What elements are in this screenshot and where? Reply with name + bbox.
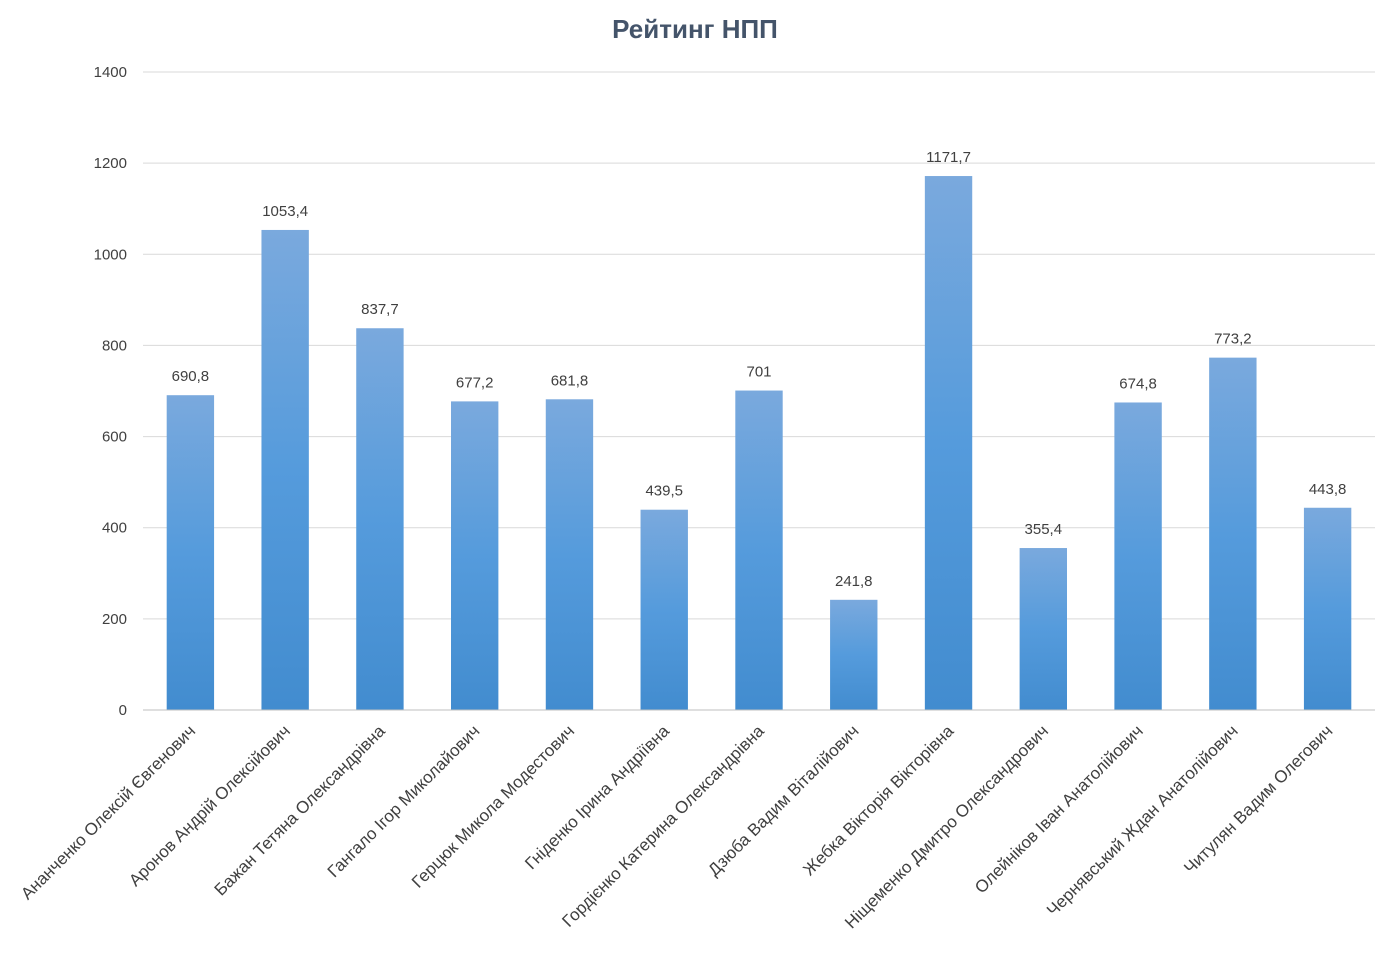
bar: [261, 229, 309, 711]
bar-value-label: 773,2: [1214, 331, 1252, 348]
y-tick-label: 0: [119, 702, 127, 719]
bar: [1209, 357, 1257, 710]
bar-value-label: 1171,7: [926, 149, 971, 166]
bar: [356, 328, 404, 710]
bar-value-label: 681,8: [551, 372, 589, 389]
bar-value-label: 677,2: [456, 374, 494, 391]
bar-value-label: 837,7: [361, 301, 399, 318]
bar: [545, 399, 594, 710]
bar: [1114, 402, 1162, 710]
y-tick-label: 600: [102, 429, 127, 446]
data-labels: 690,8 1053,4 837,7 677,2 681,8 439,5 701 241,8 1…: [172, 149, 1347, 590]
y-tick-label: 1400: [94, 64, 127, 81]
bar: [640, 509, 688, 710]
bar-value-label: 674,8: [1119, 375, 1157, 392]
bar-value-label: 701: [746, 364, 771, 381]
y-tick-label: 1000: [94, 246, 127, 263]
x-category-label: Гангало Ігор Миколайович: [324, 721, 484, 881]
bar-value-label: 439,5: [645, 483, 683, 500]
x-category-label: Жебка Вікторія Вікторівна: [799, 721, 957, 879]
bar-value-label: 443,8: [1309, 481, 1347, 498]
x-category-label: Чернявський Ждан Анатолійович: [1043, 721, 1242, 920]
bar-value-label: 355,4: [1025, 521, 1063, 538]
x-category-label: Ананченко Олексій Євгенович: [17, 721, 199, 903]
x-category-label: Гордієнко Катерина Олександрівна: [558, 721, 768, 931]
x-category-label: Ніщеменко Дмитро Олександрович: [841, 721, 1052, 932]
y-tick-label: 800: [102, 337, 127, 354]
bar-value-label: 1053,4: [262, 203, 308, 220]
bar: [166, 395, 215, 710]
bar: [451, 401, 499, 710]
bar: [924, 176, 973, 711]
bar-value-label: 690,8: [172, 368, 210, 385]
x-category-label: Олейніков Іван Анатолійович: [971, 721, 1147, 897]
y-tick-label: 1200: [94, 155, 127, 172]
x-category-label: Герцюк Микола Модестович: [408, 721, 578, 891]
y-axis-ticks: 0 200 400 600 800 1000 1200 1400: [94, 64, 127, 719]
y-tick-label: 200: [102, 611, 127, 628]
x-category-label: Дзюба Вадим Віталійович: [704, 721, 862, 879]
bar: [830, 599, 878, 710]
y-tick-label: 400: [102, 520, 127, 537]
bar: [1019, 548, 1067, 710]
bar: [1303, 507, 1352, 710]
bar: [735, 390, 783, 710]
x-category-label: Бажан Тетяна Олександрівна: [211, 721, 389, 899]
chart-title: Рейтинг НПП: [612, 14, 778, 44]
bar-value-label: 241,8: [835, 573, 873, 590]
x-category-label: Аронов Андрій Олексійович: [125, 721, 294, 890]
bars: [166, 176, 1352, 711]
